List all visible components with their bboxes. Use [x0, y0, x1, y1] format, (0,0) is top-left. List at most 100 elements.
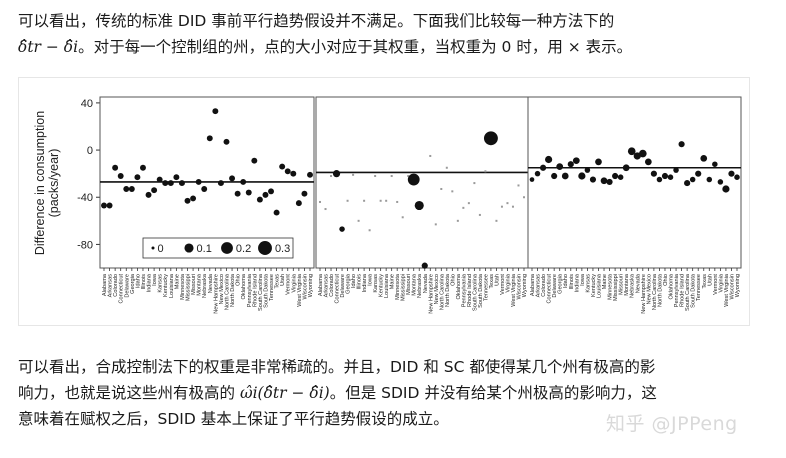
data-point [319, 200, 321, 203]
x-tick-label: North Dakota [657, 273, 663, 307]
x-tick-label: Wisconsin [302, 274, 308, 300]
x-tick-label: Oklahoma [456, 273, 462, 299]
data-point [684, 180, 691, 187]
x-tick-label: Alabama [102, 273, 108, 296]
data-point [273, 209, 280, 216]
data-point [483, 131, 498, 146]
data-point [627, 147, 636, 156]
data-point [301, 190, 308, 197]
data-point [734, 174, 740, 180]
x-tick-label: Montana [197, 273, 203, 296]
data-point [462, 206, 465, 209]
data-point [101, 202, 107, 209]
data-point [145, 191, 152, 198]
data-point [106, 202, 113, 209]
data-point [162, 180, 169, 187]
legend-marker [151, 246, 155, 250]
data-point [223, 138, 230, 145]
data-point [429, 154, 432, 157]
x-tick-label: Nevada [208, 273, 214, 293]
x-tick-label: Kansas [373, 274, 379, 293]
x-tick-label: Missouri [406, 274, 412, 295]
data-point [445, 166, 448, 169]
x-tick-label: Virginia [718, 273, 724, 292]
math-weighted-difference: ω̂i(δ̂tr − δ̂i) [239, 384, 330, 402]
x-tick-label: Minnesota [608, 273, 614, 300]
x-tick-label: Oklahoma [669, 273, 675, 299]
y-tick-label: 0 [87, 145, 93, 157]
x-tick-label: Arkansas [324, 274, 330, 298]
x-tick-label: New Mexico [219, 274, 225, 304]
x-tick-label: Wisconsin [729, 274, 735, 300]
data-point [173, 174, 180, 181]
y-tick-label: -80 [77, 239, 93, 251]
data-point [700, 154, 708, 162]
data-point [617, 174, 624, 180]
x-tick-label: North Carolina [652, 273, 658, 310]
data-point [178, 180, 185, 187]
data-point [151, 187, 158, 194]
x-tick-label: Tennessee [696, 274, 702, 301]
data-point [346, 199, 349, 202]
x-tick-label: Missouri [191, 274, 197, 295]
data-point [206, 135, 213, 142]
data-point [638, 149, 647, 158]
data-point [456, 219, 459, 222]
data-point [407, 173, 420, 186]
x-tick-label: Texas [489, 274, 495, 289]
data-point [661, 172, 669, 180]
legend-marker [184, 243, 194, 253]
x-tick-label: North Carolina [439, 273, 445, 310]
data-point [284, 168, 291, 175]
x-tick-label: Idaho [351, 274, 357, 288]
x-tick-label: New Hampshire [428, 274, 434, 314]
x-tick-label: South Dakota [478, 273, 484, 308]
figure-container: Difference in consumption (packs/year) 40 0… [18, 77, 750, 326]
x-tick-label: Pennsylvania [247, 273, 253, 307]
data-point [495, 219, 498, 222]
x-tick-label: Kentucky [379, 274, 385, 297]
data-point [290, 170, 297, 177]
x-tick-label: Kansas [585, 274, 591, 293]
data-point [407, 175, 410, 178]
data-point [396, 200, 399, 203]
legend-box [142, 237, 294, 259]
data-point [484, 170, 487, 173]
x-tick-label: West Virginia [724, 273, 730, 307]
x-tick-label: Connecticut [119, 274, 125, 304]
data-point [606, 178, 613, 185]
x-tick-label: Kansas [158, 274, 164, 293]
x-tick-label: Georgia [346, 273, 352, 294]
paragraph-conclusion-line2-b: 。但是 SDID 并没有给某个州极高的影响力，这 [329, 384, 657, 402]
x-tick-label: Georgia [130, 273, 136, 294]
data-point [678, 141, 685, 148]
x-tick-label: South Carolina [685, 273, 691, 311]
x-tick-label: Idaho [135, 274, 141, 288]
data-point [650, 170, 657, 177]
x-tick-label: Colorado [541, 274, 547, 297]
x-tick-label: Louisiana [384, 273, 390, 298]
x-tick-label: Maine [390, 274, 396, 289]
x-tick-label: Iowa [580, 273, 586, 286]
x-tick-label: Delaware [552, 274, 558, 298]
x-tick-label: West Virginia [297, 273, 303, 307]
x-tick-label: South Carolina [472, 273, 478, 311]
data-point [712, 161, 718, 167]
data-point [673, 167, 679, 173]
panel-frame-sc [315, 96, 529, 269]
x-tick-label: Nebraska [630, 273, 636, 298]
x-tick-label: Pennsylvania [461, 273, 467, 307]
x-tick-label: Iowa [368, 273, 374, 286]
data-point [529, 177, 535, 182]
data-point [195, 178, 202, 185]
x-tick-label: Kentucky [591, 274, 597, 297]
x-tick-label: Delaware [340, 274, 346, 298]
paragraph-intro-line1: 可以看出，传统的标准 DID 事前平行趋势假设并不满足。下面我们比较每一种方法下… [18, 12, 615, 30]
data-point [622, 164, 630, 172]
data-point [600, 177, 608, 185]
data-point [374, 175, 377, 178]
x-tick-label: Minnesota [180, 273, 186, 300]
paragraph-conclusion-line2-a: 响力，也就是说这些州有极高的 [18, 384, 240, 402]
x-tick-label: Virginia [505, 273, 511, 292]
x-tick-label: Delaware [124, 274, 130, 298]
